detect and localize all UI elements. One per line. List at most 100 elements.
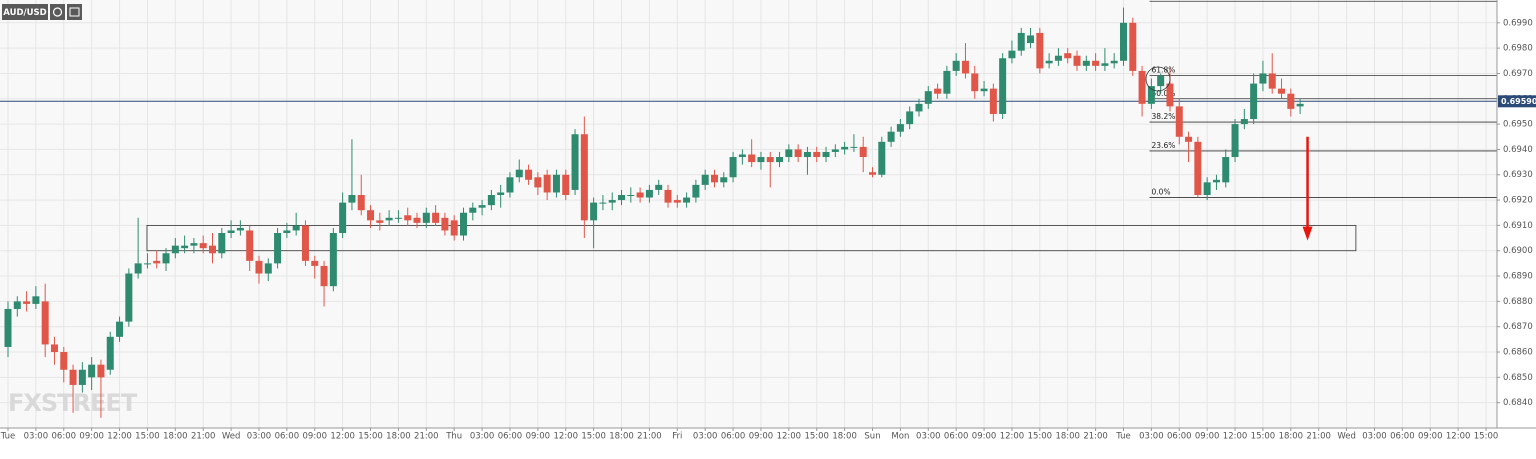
x-tick-label: 03:00 (693, 432, 718, 442)
candle-body (599, 202, 607, 204)
candle-body (329, 232, 337, 287)
x-tick-label: 18:00 (1055, 432, 1080, 442)
candle-body (971, 73, 979, 92)
x-tick-label: 09:00 (303, 432, 328, 442)
y-tick-label: 0.6970 (1503, 69, 1533, 79)
candle-body (1212, 179, 1220, 183)
x-tick-label: 15:00 (1028, 432, 1053, 442)
calendar-button[interactable] (67, 4, 82, 20)
candle-body (190, 243, 198, 246)
candle-body (552, 174, 560, 193)
x-tick-label: 03:00 (1139, 432, 1164, 442)
x-tick-label: 06:00 (1167, 432, 1192, 442)
candle-body (1240, 119, 1248, 125)
x-tick-label: 03:00 (470, 432, 495, 442)
candle-body (738, 154, 746, 158)
candle-body (1222, 157, 1230, 183)
candle-body (571, 134, 579, 190)
candle-body (23, 301, 31, 304)
x-tick-label: 18:00 (386, 432, 411, 442)
candle-body (4, 308, 12, 347)
candle-body (869, 172, 877, 175)
plot-area (0, 0, 1497, 428)
candle-body (367, 210, 375, 221)
candle-body (116, 321, 124, 337)
candle-body (618, 195, 626, 201)
axes: 0.6840 0.6850 0.6860 0.6870 0.6880 0.6890 0.69… (0, 18, 1536, 442)
x-tick-label: 12:00 (330, 432, 355, 442)
x-tick-label: 09:00 (1418, 432, 1443, 442)
candle-body (69, 369, 77, 385)
y-tick-label: 0.6920 (1503, 196, 1533, 206)
candle-body (106, 336, 114, 370)
candle-body (1101, 63, 1109, 66)
candle-body (60, 352, 68, 370)
candle-body (1119, 22, 1127, 61)
candle-body (1194, 141, 1202, 196)
candle-body (1157, 75, 1165, 87)
x-tick-label: 18:00 (163, 432, 188, 442)
candle-body (896, 124, 904, 132)
candle-body (497, 192, 505, 196)
candle-body (339, 202, 347, 233)
candle-body (766, 157, 774, 163)
x-tick-label: Tue (1115, 432, 1131, 442)
candle-body (534, 177, 542, 188)
candle-body (645, 189, 653, 198)
candle-body (432, 212, 440, 223)
candle-body (803, 151, 811, 158)
x-tick-label: 09:00 (749, 432, 774, 442)
x-tick-label: 18:00 (609, 432, 634, 442)
candle-body (785, 149, 793, 158)
calendar-icon (69, 7, 80, 17)
last-price-box (1498, 95, 1536, 108)
candle-body (1185, 136, 1193, 142)
candle-body (1147, 86, 1155, 104)
candle-body (562, 174, 570, 196)
x-tick-label: 12:00 (107, 432, 132, 442)
x-tick-label: 03:00 (24, 432, 49, 442)
candle-body (1296, 103, 1304, 107)
candle-body (311, 260, 319, 266)
candle-body (78, 369, 86, 385)
x-tick-label: 03:00 (916, 432, 941, 442)
candle-body (1250, 83, 1258, 120)
candle-body (1203, 182, 1211, 196)
last-price-label: 0.695900 (1501, 97, 1536, 106)
fib-label: 61.8% (1152, 65, 1176, 74)
candle-body (841, 146, 849, 150)
x-tick-label: Sun (864, 432, 880, 442)
x-tick-label: 21:00 (1306, 432, 1331, 442)
x-tick-label: Thu (445, 432, 462, 442)
candle-body (924, 91, 932, 104)
x-tick-label: 06:00 (1390, 432, 1415, 442)
candle-body (943, 70, 951, 94)
candle-body (608, 200, 616, 203)
candle-body (41, 301, 49, 345)
refresh-icon (52, 7, 63, 17)
y-tick-label: 0.6860 (1503, 348, 1533, 358)
candle-body (952, 60, 960, 71)
fib-label: 38.2% (1152, 112, 1176, 121)
candle-body (171, 245, 179, 254)
candle-body (1054, 55, 1062, 61)
y-tick-label: 0.6840 (1503, 398, 1533, 408)
x-tick-label: 06:00 (944, 432, 969, 442)
candle-body (1287, 93, 1295, 109)
candle-body (413, 217, 421, 223)
candle-body (143, 263, 151, 265)
candle-body (636, 192, 644, 198)
candle-body (394, 217, 402, 219)
candle-body (32, 296, 40, 304)
candle-body (1027, 35, 1035, 44)
candle-body (850, 146, 858, 148)
refresh-button[interactable] (50, 4, 65, 20)
x-tick-label: Tue (0, 432, 15, 442)
candle-body (181, 245, 189, 249)
candle-body (692, 184, 700, 198)
y-tick-label: 0.6930 (1503, 170, 1533, 180)
x-tick-label: Fri (672, 432, 682, 442)
y-tick-label: 0.6990 (1503, 18, 1533, 28)
fib-label: 23.6% (1152, 141, 1176, 150)
candle-body (683, 197, 691, 203)
